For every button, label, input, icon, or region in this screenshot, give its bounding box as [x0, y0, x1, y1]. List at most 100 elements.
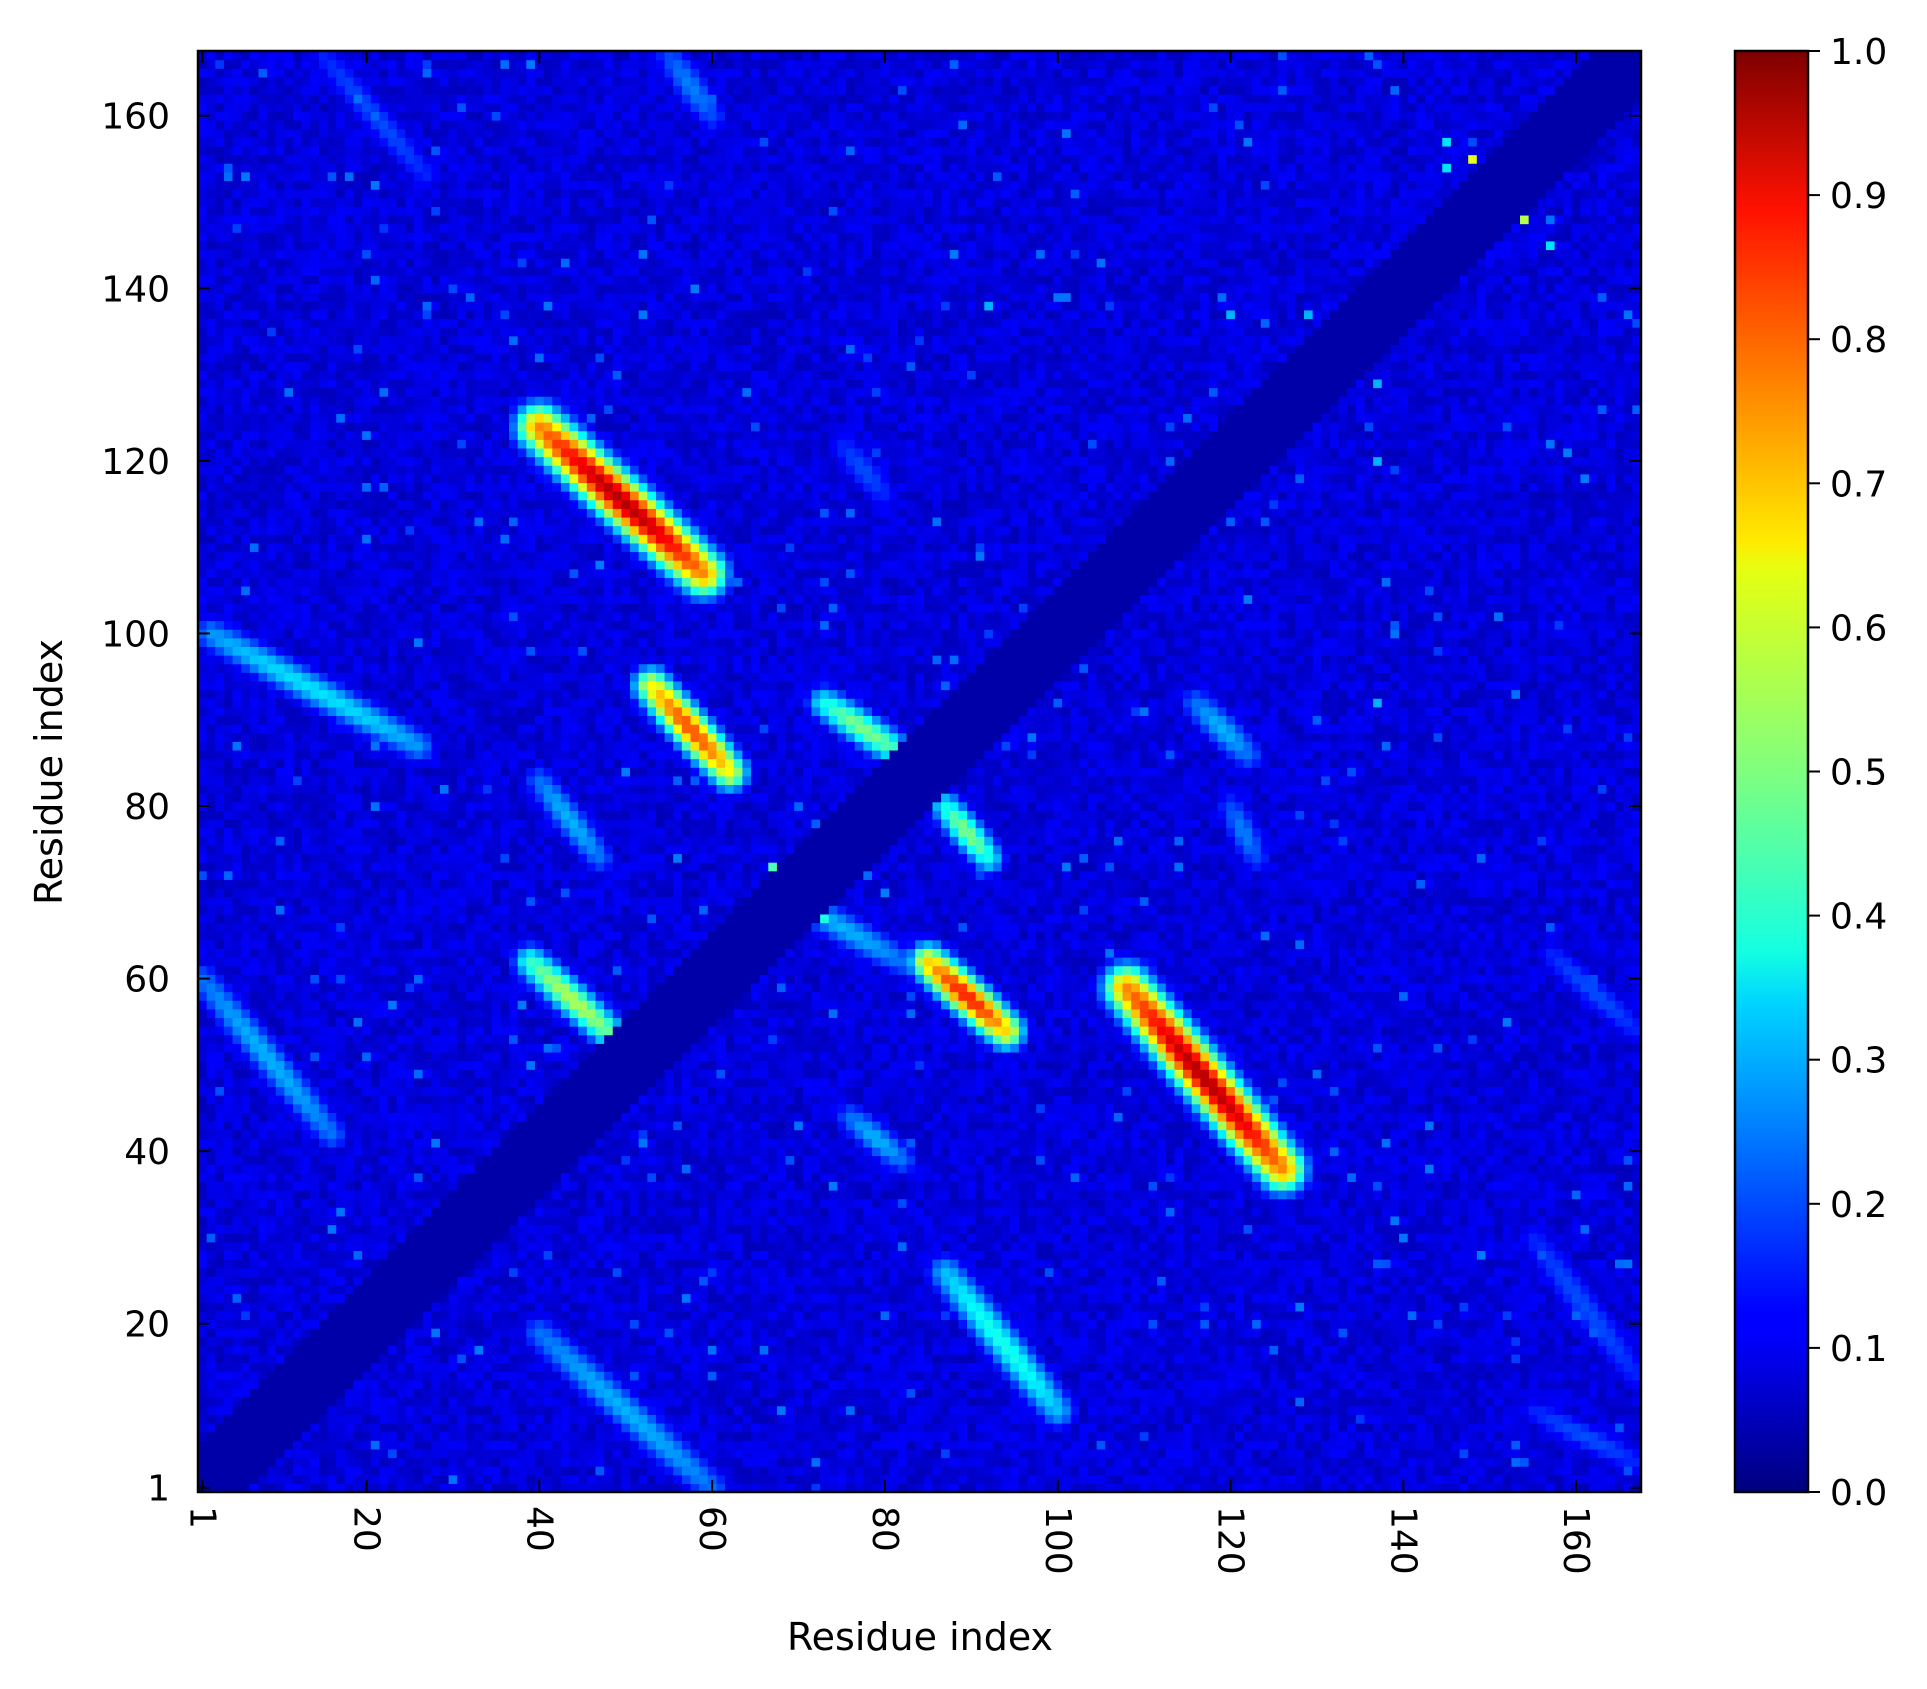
heatmap-cell — [302, 413, 311, 422]
heatmap-cell — [319, 1138, 328, 1147]
heatmap-cell — [233, 284, 242, 293]
heatmap-cell — [379, 465, 388, 474]
heatmap-cell — [336, 249, 345, 258]
heatmap-cell — [362, 336, 371, 345]
heatmap-cell — [293, 163, 302, 172]
heatmap-cell — [362, 646, 371, 655]
heatmap-cell — [431, 1147, 440, 1156]
heatmap-cell — [423, 362, 432, 371]
heatmap-cell — [423, 1155, 432, 1164]
heatmap-cell — [267, 431, 276, 440]
heatmap-cell — [267, 1121, 276, 1130]
heatmap-cell — [405, 1397, 414, 1406]
heatmap-cell — [423, 1457, 432, 1466]
heatmap-cell — [233, 551, 242, 560]
heatmap-cell — [241, 534, 250, 543]
heatmap-cell — [354, 1035, 363, 1044]
heatmap-cell — [267, 465, 276, 474]
heatmap-cell — [207, 180, 216, 189]
heatmap-cell — [388, 1173, 397, 1182]
heatmap-cell — [284, 439, 293, 448]
heatmap-cell — [207, 1009, 216, 1018]
heatmap-cell — [414, 638, 423, 647]
heatmap-cell — [405, 1138, 414, 1147]
heatmap-cell — [233, 1086, 242, 1095]
heatmap-cell — [224, 388, 233, 397]
heatmap-cell — [198, 1199, 207, 1208]
heatmap-cell — [224, 612, 233, 621]
heatmap-cell — [276, 1380, 285, 1389]
heatmap-cell — [310, 1181, 319, 1190]
heatmap-cell — [207, 543, 216, 552]
heatmap-cell — [310, 560, 319, 569]
heatmap-cell — [207, 888, 216, 897]
heatmap-cell — [310, 853, 319, 862]
heatmap-cell — [431, 1130, 440, 1139]
heatmap-cell — [302, 362, 311, 371]
heatmap-cell — [354, 439, 363, 448]
heatmap-cell — [293, 1475, 302, 1484]
heatmap-cell — [371, 862, 380, 871]
heatmap-cell — [267, 1155, 276, 1164]
heatmap-cell — [215, 232, 224, 241]
heatmap-cell — [405, 629, 414, 638]
heatmap-cell — [328, 750, 337, 759]
heatmap-cell — [310, 318, 319, 327]
heatmap-cell — [207, 155, 216, 164]
heatmap-cell — [414, 897, 423, 906]
heatmap-cell — [414, 86, 423, 95]
heatmap-cell — [310, 862, 319, 871]
heatmap-cell — [250, 923, 259, 932]
heatmap-cell — [414, 51, 423, 60]
heatmap-cell — [293, 215, 302, 224]
heatmap-cell — [276, 698, 285, 707]
heatmap-cell — [414, 448, 423, 457]
heatmap-cell — [207, 750, 216, 759]
heatmap-cell — [284, 120, 293, 129]
heatmap-cell — [284, 137, 293, 146]
heatmap-cell — [423, 1276, 432, 1285]
heatmap-cell — [328, 1164, 337, 1173]
heatmap-cell — [224, 1475, 233, 1484]
heatmap-cell — [405, 103, 414, 112]
heatmap-cell — [258, 86, 267, 95]
heatmap-cell — [388, 310, 397, 319]
heatmap-cell — [405, 60, 414, 69]
heatmap-cell — [310, 940, 319, 949]
heatmap-cell — [354, 1250, 363, 1259]
heatmap-cell — [397, 180, 406, 189]
heatmap-cell — [267, 336, 276, 345]
heatmap-cell — [336, 258, 345, 267]
heatmap-cell — [379, 1363, 388, 1372]
heatmap-cell — [250, 948, 259, 957]
heatmap-cell — [423, 646, 432, 655]
heatmap-cell — [233, 60, 242, 69]
heatmap-cell — [388, 198, 397, 207]
heatmap-cell — [354, 595, 363, 604]
heatmap-cell — [241, 103, 250, 112]
heatmap-cell — [362, 1259, 371, 1268]
heatmap-cell — [405, 1104, 414, 1113]
heatmap-cell — [414, 629, 423, 638]
heatmap-cell — [267, 370, 276, 379]
heatmap-cell — [371, 137, 380, 146]
heatmap-cell — [405, 853, 414, 862]
heatmap-cell — [224, 379, 233, 388]
heatmap-cell — [250, 992, 259, 1001]
heatmap-cell — [267, 862, 276, 871]
heatmap-cell — [267, 508, 276, 517]
heatmap-cell — [388, 379, 397, 388]
heatmap-cell — [397, 664, 406, 673]
heatmap-cell — [224, 672, 233, 681]
heatmap-cell — [388, 793, 397, 802]
heatmap-cell — [405, 1328, 414, 1337]
heatmap-cell — [336, 1354, 345, 1363]
heatmap-cell — [379, 86, 388, 95]
heatmap-cell — [379, 198, 388, 207]
heatmap-cell — [224, 931, 233, 940]
heatmap-cell — [336, 241, 345, 250]
heatmap-cell — [336, 948, 345, 957]
heatmap-cell — [293, 1354, 302, 1363]
heatmap-cell — [336, 491, 345, 500]
heatmap-cell — [336, 595, 345, 604]
